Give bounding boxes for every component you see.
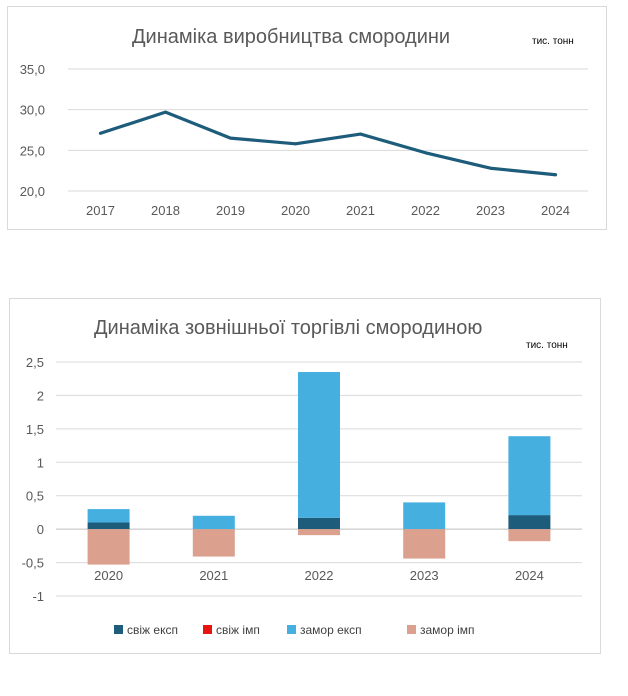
trade-x-tick: 2021 (199, 568, 228, 583)
legend-label: свіж імп (216, 623, 260, 637)
trade-bar-segment (508, 515, 551, 530)
trade-bar-segment (192, 529, 235, 557)
trade-y-tick: 0 (37, 522, 44, 537)
production-x-tick: 2021 (346, 203, 375, 218)
production-y-tick: 20,0 (20, 184, 45, 199)
trade-bar-segment (298, 372, 340, 518)
legend-swatch (114, 625, 123, 634)
trade-chart-title: Динаміка зовнішньої торгівлі смородиною (94, 317, 482, 339)
trade-x-tick: 2022 (305, 568, 334, 583)
production-y-tick: 30,0 (20, 103, 45, 118)
trade-bar-segment (403, 502, 446, 530)
production-x-tick: 2023 (476, 203, 505, 218)
production-y-tick: 35,0 (20, 62, 45, 77)
production-point (294, 142, 297, 146)
trade-y-tick: 1,5 (26, 422, 44, 437)
trade-x-tick: 2023 (410, 568, 439, 583)
trade-bar-segment (298, 529, 340, 536)
trade-x-tick: 2020 (94, 568, 123, 583)
production-line (98, 110, 558, 177)
production-point (359, 132, 362, 136)
trade-y-tick: 1 (37, 455, 44, 470)
production-point (554, 173, 557, 177)
production-point (424, 151, 427, 155)
legend-label: замор експ (300, 623, 362, 637)
trade-bar-segment (298, 517, 340, 530)
production-x-tick: 2024 (541, 203, 570, 218)
legend-label: свіж експ (127, 623, 178, 637)
production-chart-title: Динаміка виробництва смородини (132, 26, 450, 48)
trade-unit-label: тис. тонн (526, 340, 568, 351)
production-point (489, 166, 492, 170)
production-chart: Динаміка виробництва смородини тис. тонн… (7, 6, 607, 230)
production-point (99, 131, 102, 135)
trade-chart: Динаміка зовнішньої торгівлі смородиною … (9, 298, 601, 654)
trade-bar-segment (192, 515, 235, 530)
production-chart-canvas: Динаміка виробництва смородини тис. тонн… (20, 26, 588, 218)
legend-label: замор імп (420, 623, 475, 637)
trade-y-tick: 2 (37, 388, 44, 403)
production-x-tick: 2017 (86, 203, 115, 218)
trade-bar-segment (508, 529, 551, 542)
trade-y-tick: -1 (32, 589, 44, 604)
trade-bar-segment (403, 529, 446, 559)
trade-bar-segment (508, 436, 551, 516)
legend-swatch (407, 625, 416, 634)
trade-bar-segment (87, 529, 130, 565)
production-y-tick: 25,0 (20, 143, 45, 158)
trade-y-tick: 0,5 (26, 489, 44, 504)
production-x-tick: 2018 (151, 203, 180, 218)
trade-bar-segment (87, 509, 130, 523)
trade-chart-canvas: Динаміка зовнішньої торгівлі смородиною … (22, 317, 582, 637)
production-point (229, 136, 232, 140)
production-point (164, 110, 167, 114)
production-x-tick: 2022 (411, 203, 440, 218)
trade-bar-segment (87, 522, 130, 530)
legend-swatch (287, 625, 296, 634)
trade-y-tick: 2,5 (26, 355, 44, 370)
legend-swatch (203, 625, 212, 634)
trade-y-tick: -0,5 (22, 556, 44, 571)
production-x-tick: 2020 (281, 203, 310, 218)
production-x-tick: 2019 (216, 203, 245, 218)
production-unit-label: тис. тонн (532, 36, 574, 47)
trade-x-tick: 2024 (515, 568, 544, 583)
